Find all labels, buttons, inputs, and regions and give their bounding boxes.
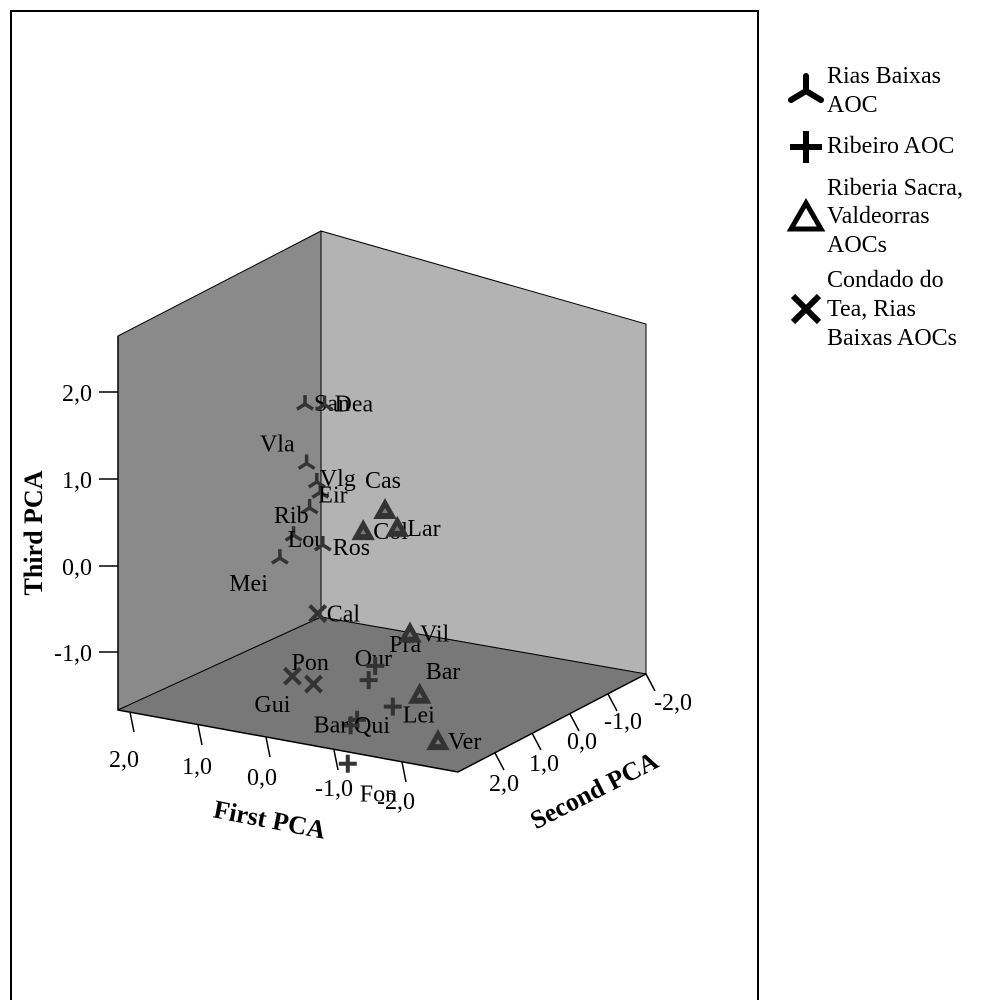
legend-label: Ribeiro AOC (827, 133, 955, 160)
x-tick (197, 724, 203, 746)
z-tick-label: -1,0 (54, 641, 92, 667)
x-marker (304, 674, 323, 694)
tri-y-marker (296, 395, 314, 411)
x-tick-label: 2,0 (109, 747, 139, 773)
x-tick (401, 761, 407, 783)
plus-marker-icon (790, 130, 822, 163)
triangle-marker (385, 515, 409, 537)
point-label: Vla (260, 431, 295, 457)
back-wall (320, 230, 647, 675)
legend-label: Condado do Tea, Rias Baixas AOCs (827, 266, 958, 351)
point-label: Bar (314, 712, 349, 738)
triangle-marker-icon (786, 197, 826, 232)
plus-marker (366, 656, 385, 675)
point-label: San (314, 391, 350, 417)
x-tick (333, 749, 339, 771)
tri-y-marker (313, 536, 332, 552)
plus-marker (341, 716, 360, 735)
x-tick-label: 0,0 (247, 765, 277, 791)
axis-ticks (99, 391, 656, 783)
y-tick (607, 693, 618, 712)
tri-y-marker (300, 498, 319, 515)
legend-label: Rias Baixas AOC (827, 63, 941, 118)
z-tick-label: 0,0 (62, 555, 92, 581)
legend-item: Condado do Tea, Rias Baixas AOCs (785, 266, 1000, 352)
x-tick-label: -1,0 (315, 776, 353, 802)
triangle-marker (426, 729, 450, 751)
tri-y-marker (270, 549, 289, 565)
y-tick (531, 732, 542, 751)
plus-marker (359, 671, 378, 690)
point-label: Vil (420, 622, 450, 648)
y-tick-label: -1,0 (604, 709, 642, 735)
y-tick-label: 0,0 (567, 729, 597, 755)
tri-y-marker (284, 526, 303, 542)
triangle-marker (398, 621, 422, 643)
y-tick-label: 2,0 (489, 771, 519, 797)
z-tick-label: 2,0 (62, 381, 92, 407)
point-label: Bar (426, 659, 461, 685)
point-label: Rib (274, 503, 309, 529)
y-tick (494, 752, 505, 771)
triangle-marker (351, 519, 375, 541)
plus-marker (383, 697, 402, 716)
point-label: Fon (360, 782, 397, 808)
y-axis-line (457, 673, 647, 773)
point-label: Ver (448, 729, 481, 755)
x-marker (308, 604, 328, 624)
legend-label: Riberia Sacra, Valdeorras AOCs (827, 174, 963, 259)
point-label: Dea (335, 392, 374, 418)
legend-item: Riberia Sacra, Valdeorras AOCs (785, 174, 1000, 260)
tri-y-marker (315, 395, 334, 412)
x-marker-icon (790, 294, 822, 325)
x-tick (129, 711, 135, 733)
data-points: SanDeaVlaVlgRibEirLouMeiRosOurPraLeiQuiB… (229, 391, 481, 808)
x-tick (265, 736, 271, 758)
y-tick-label: -2,0 (654, 690, 692, 716)
plus-marker (338, 754, 357, 773)
legend: Rias Baixas AOC Ribeiro AOC Riberia Sacr… (785, 62, 1000, 358)
point-label: Vlg (320, 466, 356, 492)
plot-area: 2,0 1,0 0,0 -1,0 2,0 1,0 0,0 -1,0 -2,0 2… (19, 230, 692, 845)
x-axis-line (117, 709, 459, 773)
x-tick-label: -2,0 (377, 789, 415, 815)
legend-item: Rias Baixas AOC (785, 62, 1000, 120)
x-tick-label: 1,0 (182, 754, 212, 780)
y-tick (645, 673, 656, 692)
x-axis-label: First PCA (211, 795, 328, 845)
point-label: Qui (354, 713, 390, 739)
point-label: Lou (288, 527, 327, 553)
point-label: Cal (327, 602, 361, 628)
y-tick (569, 713, 580, 732)
point-label: Eir (318, 482, 347, 508)
triangle-marker (373, 497, 397, 520)
legend-item: Ribeiro AOC (785, 126, 1000, 168)
z-tick-label: 1,0 (62, 468, 92, 494)
tri-y-marker (297, 454, 316, 470)
x-marker (282, 666, 302, 686)
point-label: Mei (229, 571, 268, 597)
point-label: Cas (365, 468, 401, 494)
plot-frame: 2,0 1,0 0,0 -1,0 2,0 1,0 0,0 -1,0 -2,0 2… (10, 10, 759, 1000)
point-label: Lar (407, 516, 440, 542)
z-axis-label: Third PCA (19, 470, 48, 595)
tri-y-marker-icon (788, 72, 824, 103)
tri-y-marker (311, 483, 330, 499)
point-label: Lei (403, 703, 435, 729)
y-tick-label: 1,0 (529, 751, 559, 777)
point-label: Gui (254, 692, 290, 718)
triangle-marker (408, 682, 432, 704)
